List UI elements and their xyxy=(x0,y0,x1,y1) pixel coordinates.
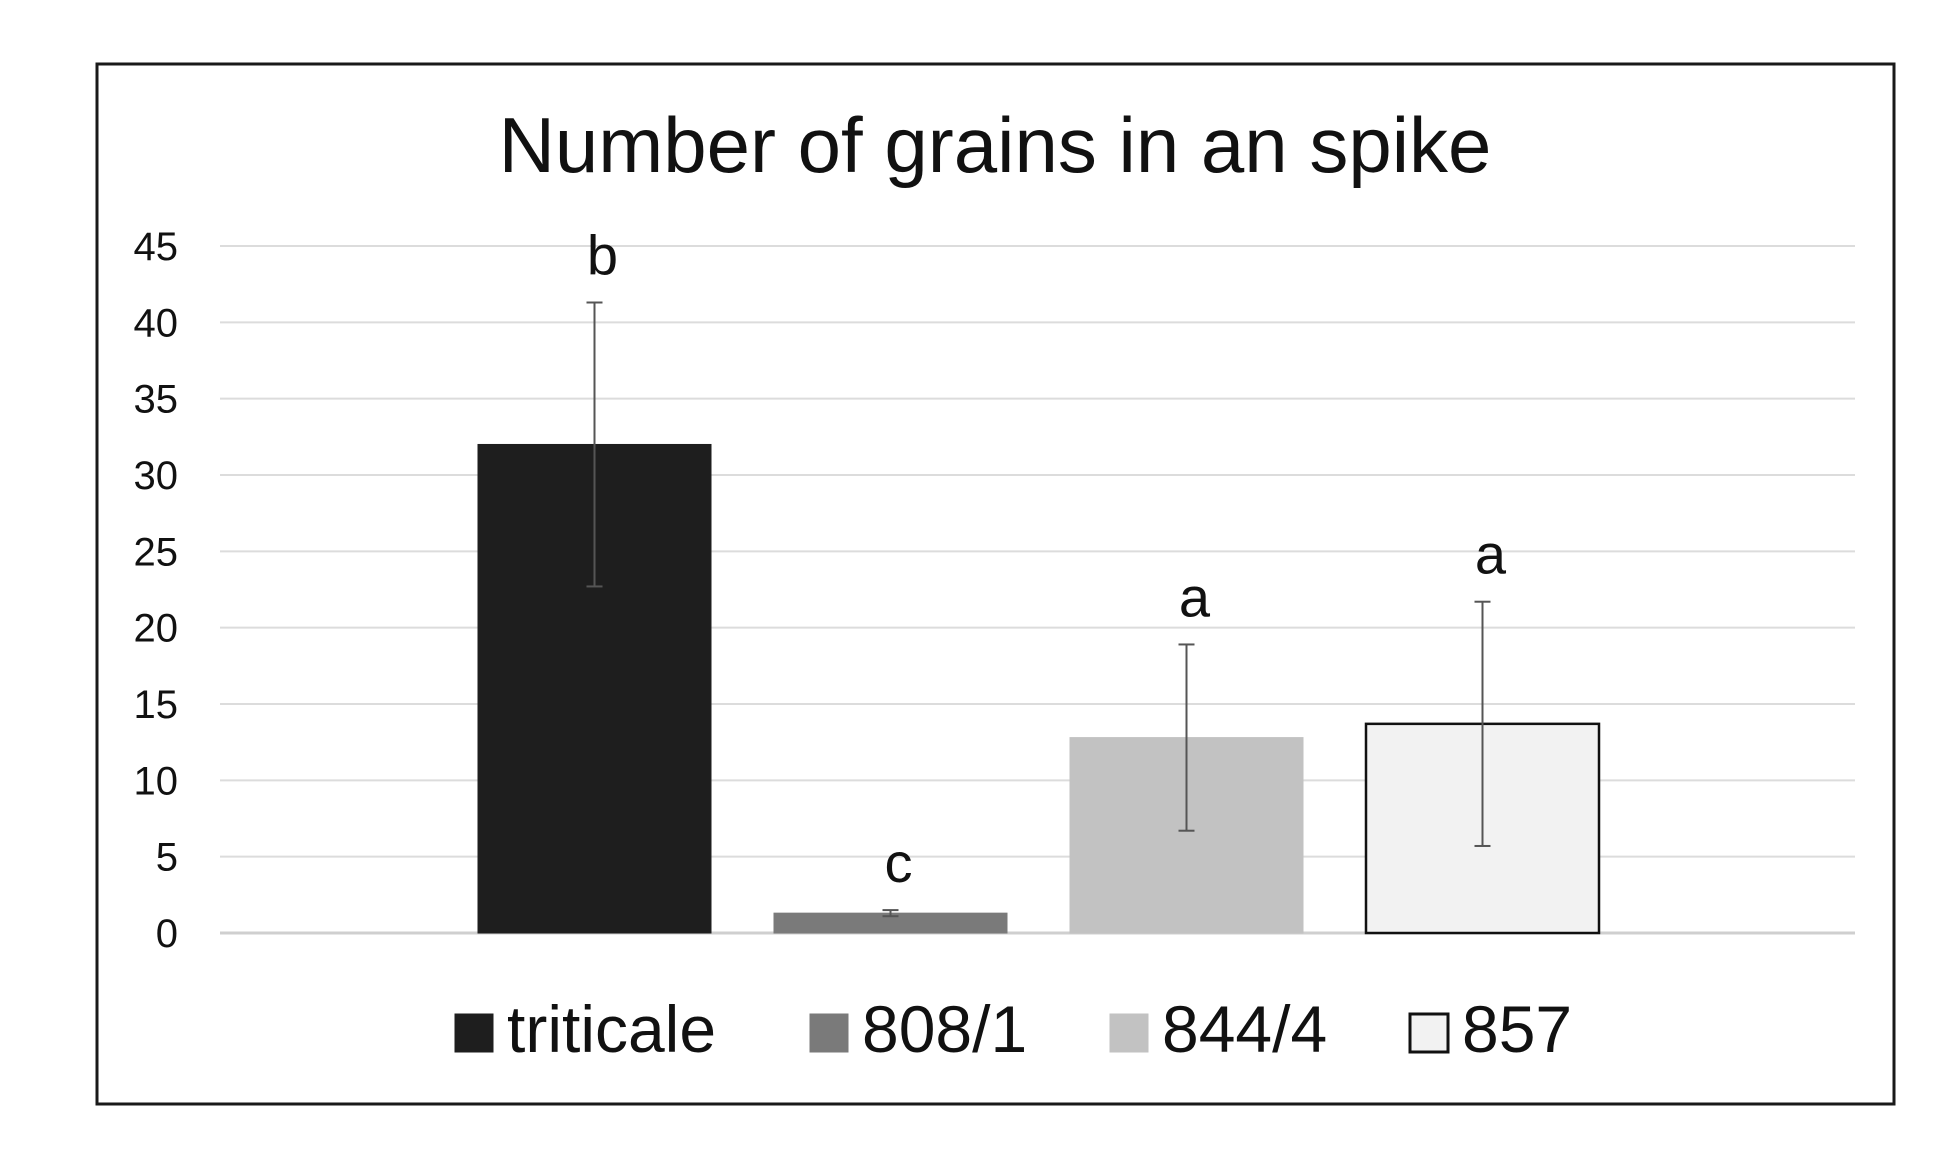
chart-frame xyxy=(95,62,1896,1106)
error-bars xyxy=(586,301,1491,918)
y-tick-label: 30 xyxy=(134,454,179,498)
legend-swatch xyxy=(454,1013,494,1053)
y-tick-label: 35 xyxy=(134,378,179,422)
y-tick-label: 20 xyxy=(134,607,179,651)
legend-label: 808/1 xyxy=(862,992,1027,1066)
significance-label: c xyxy=(885,831,913,894)
legend-swatch xyxy=(809,1013,849,1053)
significance-label: a xyxy=(1179,565,1211,628)
legend: triticale 808/1 844/4 857 xyxy=(454,992,1572,1066)
significance-label: b xyxy=(587,223,618,286)
legend-label: triticale xyxy=(507,992,716,1066)
y-tick-label: 40 xyxy=(134,301,179,345)
y-tick-label: 5 xyxy=(156,836,178,880)
legend-label: 857 xyxy=(1462,992,1572,1066)
significance-labels: b c a a xyxy=(587,223,1507,894)
legend-swatch xyxy=(1408,1012,1450,1054)
y-tick-label: 15 xyxy=(134,683,179,727)
legend-swatch xyxy=(1109,1013,1149,1053)
significance-label: a xyxy=(1475,523,1507,586)
y-axis-ticks: 0 5 10 15 20 25 30 35 40 45 xyxy=(134,225,179,956)
y-tick-label: 0 xyxy=(156,912,178,956)
chart-title: Number of grains in an spike xyxy=(499,101,1492,189)
legend-label: 844/4 xyxy=(1162,992,1327,1066)
y-tick-label: 25 xyxy=(134,530,179,574)
y-tick-label: 10 xyxy=(134,759,179,803)
y-tick-label: 45 xyxy=(134,225,179,269)
